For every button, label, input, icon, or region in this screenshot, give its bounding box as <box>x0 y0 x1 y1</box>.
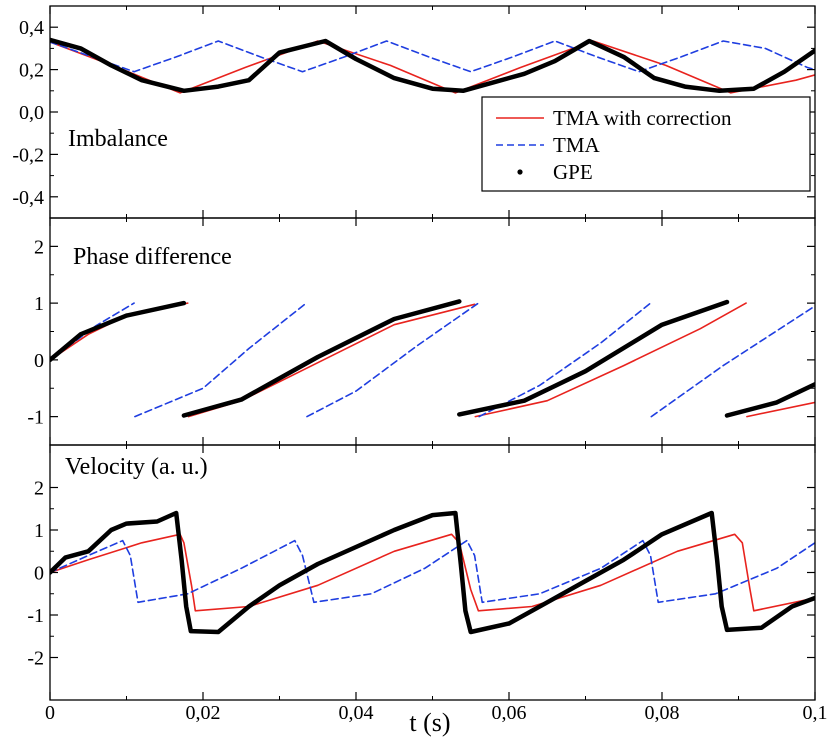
velocity-ytick-label: 1 <box>34 520 44 542</box>
velocity-frame <box>49 444 816 701</box>
legend: TMA with correction TMA GPE <box>481 96 811 192</box>
velocity-tma-correction-line-0 <box>50 533 815 612</box>
velocity-gpe-line-0 <box>50 510 815 635</box>
imbalance-ytick-label: 0,2 <box>19 60 44 82</box>
phase-ytick-label: 1 <box>34 293 44 315</box>
x-tick-label: 0,06 <box>492 702 527 724</box>
legend-label: TMA with correction <box>553 106 732 130</box>
phase-tma-line-4 <box>650 305 815 418</box>
x-tick-label: 0,02 <box>186 702 221 724</box>
series-group <box>50 510 815 635</box>
legend-marker-gpe <box>517 169 523 175</box>
imbalance-panel-label: Imbalance <box>68 126 168 152</box>
x-tick-label: 0 <box>45 702 55 724</box>
phase-gpe-line-0 <box>50 300 187 363</box>
phase-tma-line-1 <box>134 302 308 418</box>
phase-tma-correction-line-1 <box>187 303 476 418</box>
phase-tma-line-3 <box>478 302 652 418</box>
imbalance-ytick-label: -0,2 <box>12 144 44 166</box>
phase-tma-correction-line-3 <box>746 401 815 418</box>
imbalance-ytick-label: -0,4 <box>12 187 44 209</box>
phase-panel-label: Phase difference <box>73 244 232 270</box>
phase-ytick-label: 2 <box>34 236 44 258</box>
velocity-ytick-label: -1 <box>27 605 44 627</box>
imbalance-ytick-label: 0,4 <box>19 17 44 39</box>
panel-phase: -1 0 1 2 Phase difference <box>27 217 816 446</box>
phase-ytick-label: -1 <box>27 407 44 429</box>
legend-box <box>481 96 811 192</box>
phase-ytick-label: 0 <box>34 350 44 372</box>
series-group <box>50 299 815 418</box>
panel-velocity: -2 -1 0 1 2 Velocity (a. u.) <box>27 444 816 701</box>
velocity-tma-line-0 <box>50 539 815 604</box>
panel-imbalance: -0,4 -0,2 0,0 0,2 0,4 Imbalance <box>12 5 816 219</box>
legend-label: GPE <box>553 160 593 184</box>
phase-tma-correction-line-2 <box>474 302 747 418</box>
imbalance-ytick-label: 0,0 <box>19 102 44 124</box>
x-tick-labels: 0 0,02 0,04 0,06 0,08 0,1 <box>45 702 828 724</box>
x-axis-title: t (s) <box>409 708 450 737</box>
imbalance-gpe-line-0 <box>50 37 815 94</box>
series-group <box>50 37 815 94</box>
velocity-ytick-label: 2 <box>34 478 44 500</box>
phase-gpe-line-1 <box>181 299 462 418</box>
velocity-panel-label: Velocity (a. u.) <box>65 454 208 480</box>
velocity-ytick-label: 0 <box>34 563 44 585</box>
plot-root: -0,4 -0,2 0,0 0,2 0,4 Imbalance -1 0 1 2 Phase dif… <box>12 5 828 724</box>
x-tick-label: 0,1 <box>803 702 828 724</box>
imbalance-tma-line-0 <box>50 40 815 73</box>
imbalance-tma-correction-line-0 <box>50 40 815 94</box>
x-tick-label: 0,04 <box>339 702 374 724</box>
phase-gpe-line-3 <box>724 382 815 418</box>
legend-label: TMA <box>553 133 601 157</box>
phase-tma-line-2 <box>306 302 480 418</box>
velocity-ytick-label: -2 <box>27 648 44 670</box>
phase-gpe-line-2 <box>457 299 730 417</box>
x-tick-label: 0,08 <box>645 702 680 724</box>
